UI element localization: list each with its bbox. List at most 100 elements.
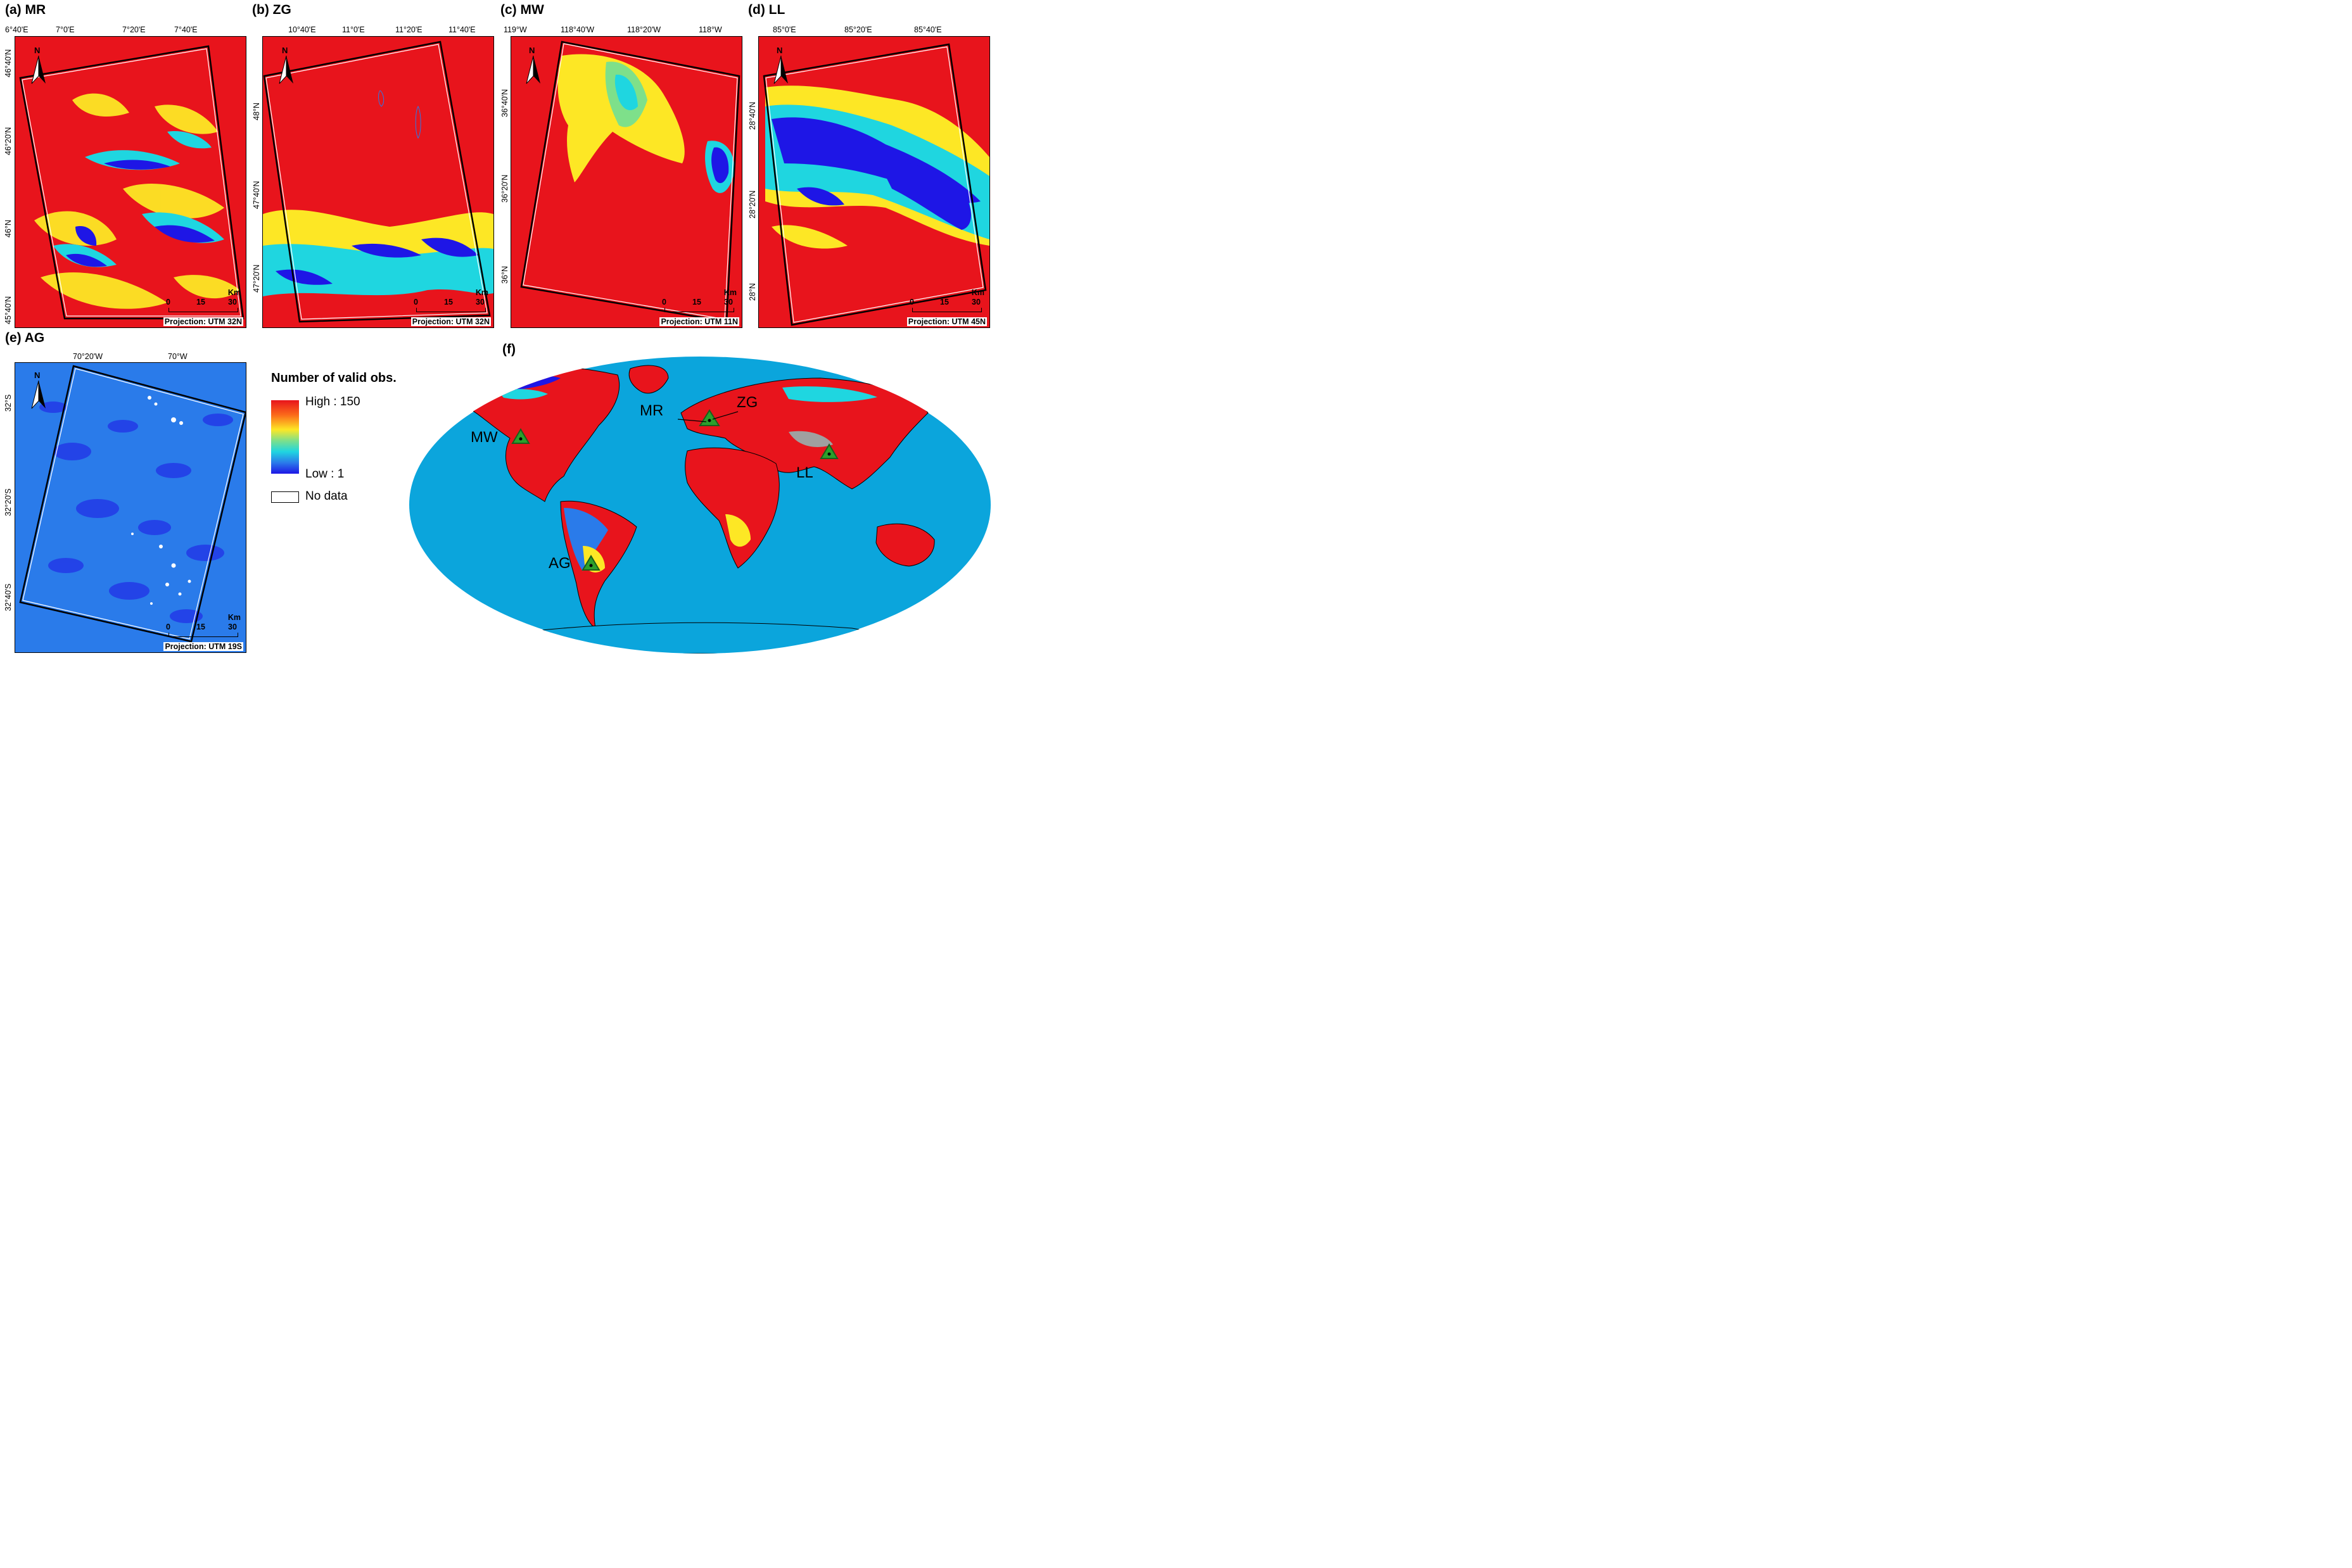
scalebar-tick-0: 0 <box>166 298 170 307</box>
panel-d-lat-3: 28°N <box>748 283 758 301</box>
north-letter: N <box>777 46 783 56</box>
panel-d-lon-3: 85°40'E <box>914 25 942 35</box>
scalebar-tick-15: 15 <box>444 298 453 307</box>
panel-a-lon-3: 7°20'E <box>122 25 146 35</box>
north-letter: N <box>34 370 41 381</box>
legend-low: Low : 1 <box>305 467 345 481</box>
panel-c-lon-4: 118°W <box>699 25 722 35</box>
map-panel-mw: N Km 0 15 30 Projection: UTM 11N <box>511 36 743 329</box>
legend-high: High : 150 <box>305 395 360 409</box>
panel-c-lon-1: 119°W <box>504 25 527 35</box>
map-mw-raster <box>520 41 741 323</box>
panel-c-lat-1: 36°40'N <box>500 89 510 118</box>
site-label-ll: LL <box>796 464 813 482</box>
panel-e-lat-2: 32°20'S <box>4 488 13 517</box>
map-zg-raster <box>263 41 494 328</box>
legend-nodata-swatch <box>271 491 300 503</box>
panel-b-lon-4: 11°40'E <box>448 25 476 35</box>
continent-africa <box>685 447 780 569</box>
scalebar-b: Km 0 15 30 <box>414 288 488 313</box>
world-map <box>409 357 991 654</box>
scalebar-tick-15: 15 <box>940 298 949 307</box>
scalebar-unit: Km <box>227 288 241 298</box>
scalebar-line <box>416 308 486 313</box>
site-label-zg: ZG <box>737 394 758 412</box>
panel-b-lat-3: 47°20'N <box>252 264 262 293</box>
panel-b-lat-2: 47°40'N <box>252 180 262 210</box>
north-arrow-icon: N <box>524 46 543 85</box>
north-arrow-icon: N <box>29 46 48 85</box>
panel-a-lat-3: 46°N <box>4 220 13 238</box>
panel-d-label: (d) LL <box>748 3 785 18</box>
panel-c-lon-3: 118°20'W <box>627 25 661 35</box>
scalebar-tick-30: 30 <box>476 298 485 307</box>
north-arrow-icon: N <box>29 370 48 410</box>
scalebar-line <box>664 308 735 313</box>
panel-e-lon-2: 70°W <box>168 352 188 362</box>
continent-australia <box>875 523 935 567</box>
map-panel-mr: N Km 0 15 30 Projection: UTM 32N <box>15 36 247 329</box>
panel-f-label: (f) <box>502 342 516 357</box>
site-marker-ag <box>582 555 601 571</box>
panel-d-lat-1: 28°40'N <box>748 101 758 130</box>
panel-a-lat-2: 46°20'N <box>4 127 13 156</box>
scalebar-tick-0: 0 <box>662 298 666 307</box>
site-label-mr: MR <box>640 402 664 420</box>
site-label-mw: MW <box>471 429 498 446</box>
legend-nodata: No data <box>305 490 348 503</box>
panel-a-lon-4: 7°40'E <box>174 25 198 35</box>
scalebar-line <box>168 633 239 638</box>
north-letter: N <box>282 46 288 56</box>
scalebar-e: Km 0 15 30 <box>166 613 241 638</box>
projection-label-b: Projection: UTM 32N <box>410 317 492 327</box>
projection-label-c: Projection: UTM 11N <box>659 317 740 327</box>
site-marker-ll <box>820 443 839 460</box>
panel-e-lon-1: 70°20'W <box>73 352 103 362</box>
map-panel-ll: N Km 0 15 30 Projection: UTM 45N <box>758 36 991 329</box>
site-label-ag: AG <box>549 555 571 572</box>
figure-scene: (a) MR 6°40'E 7°0'E 7°20'E 7°40'E 46°40'… <box>0 0 993 659</box>
leader-line-zg <box>712 411 739 420</box>
map-panel-ag: N Km 0 15 30 Projection: UTM 19S <box>15 362 247 654</box>
scalebar-tick-15: 15 <box>196 298 205 307</box>
map-mr-raster <box>19 45 245 320</box>
scalebar-tick-0: 0 <box>414 298 418 307</box>
north-letter: N <box>529 46 535 56</box>
scalebar-unit: Km <box>723 288 737 298</box>
north-arrow-icon: N <box>772 46 791 85</box>
panel-b-lon-1: 10°40'E <box>288 25 316 35</box>
panel-b-lon-2: 11°0'E <box>342 25 365 35</box>
panel-a-lon-2: 7°0'E <box>56 25 75 35</box>
scalebar-tick-30: 30 <box>972 298 981 307</box>
panel-e-lat-1: 32°S <box>4 394 13 412</box>
map-panel-zg: N Km 0 15 30 Projection: UTM 32N <box>262 36 495 329</box>
scalebar-line <box>912 308 982 313</box>
panel-e-lat-3: 32°40'S <box>4 583 13 612</box>
panel-c-lat-2: 36°20'N <box>500 174 510 203</box>
scalebar-tick-30: 30 <box>228 298 237 307</box>
panel-a-lat-4: 45°40'N <box>4 296 13 325</box>
panel-c-label: (c) MW <box>500 3 544 18</box>
scalebar-tick-15: 15 <box>692 298 701 307</box>
panel-d-lon-2: 85°20'E <box>844 25 872 35</box>
projection-label-d: Projection: UTM 45N <box>906 317 988 327</box>
scalebar-tick-30: 30 <box>228 623 237 632</box>
leader-line-mr <box>677 419 707 422</box>
scalebar-a: Km 0 15 30 <box>166 288 241 313</box>
panel-a-lon-1: 6°40'E <box>5 25 29 35</box>
greenland <box>628 365 669 394</box>
map-ll-raster <box>759 43 990 328</box>
panel-c-lat-3: 36°N <box>500 266 510 284</box>
panel-e-label: (e) AG <box>5 331 45 346</box>
north-letter: N <box>34 46 41 56</box>
scalebar-d: Km 0 15 30 <box>910 288 984 313</box>
map-ag-raster <box>19 365 246 643</box>
panel-b-label: (b) ZG <box>252 3 291 18</box>
legend-title: Number of valid obs. <box>271 371 397 386</box>
north-arrow-icon: N <box>277 46 296 85</box>
scalebar-tick-30: 30 <box>724 298 733 307</box>
scalebar-unit: Km <box>475 288 489 298</box>
continent-north-america <box>452 365 620 502</box>
panel-d-lon-1: 85°0'E <box>773 25 796 35</box>
panel-b-lon-3: 11°20'E <box>395 25 423 35</box>
